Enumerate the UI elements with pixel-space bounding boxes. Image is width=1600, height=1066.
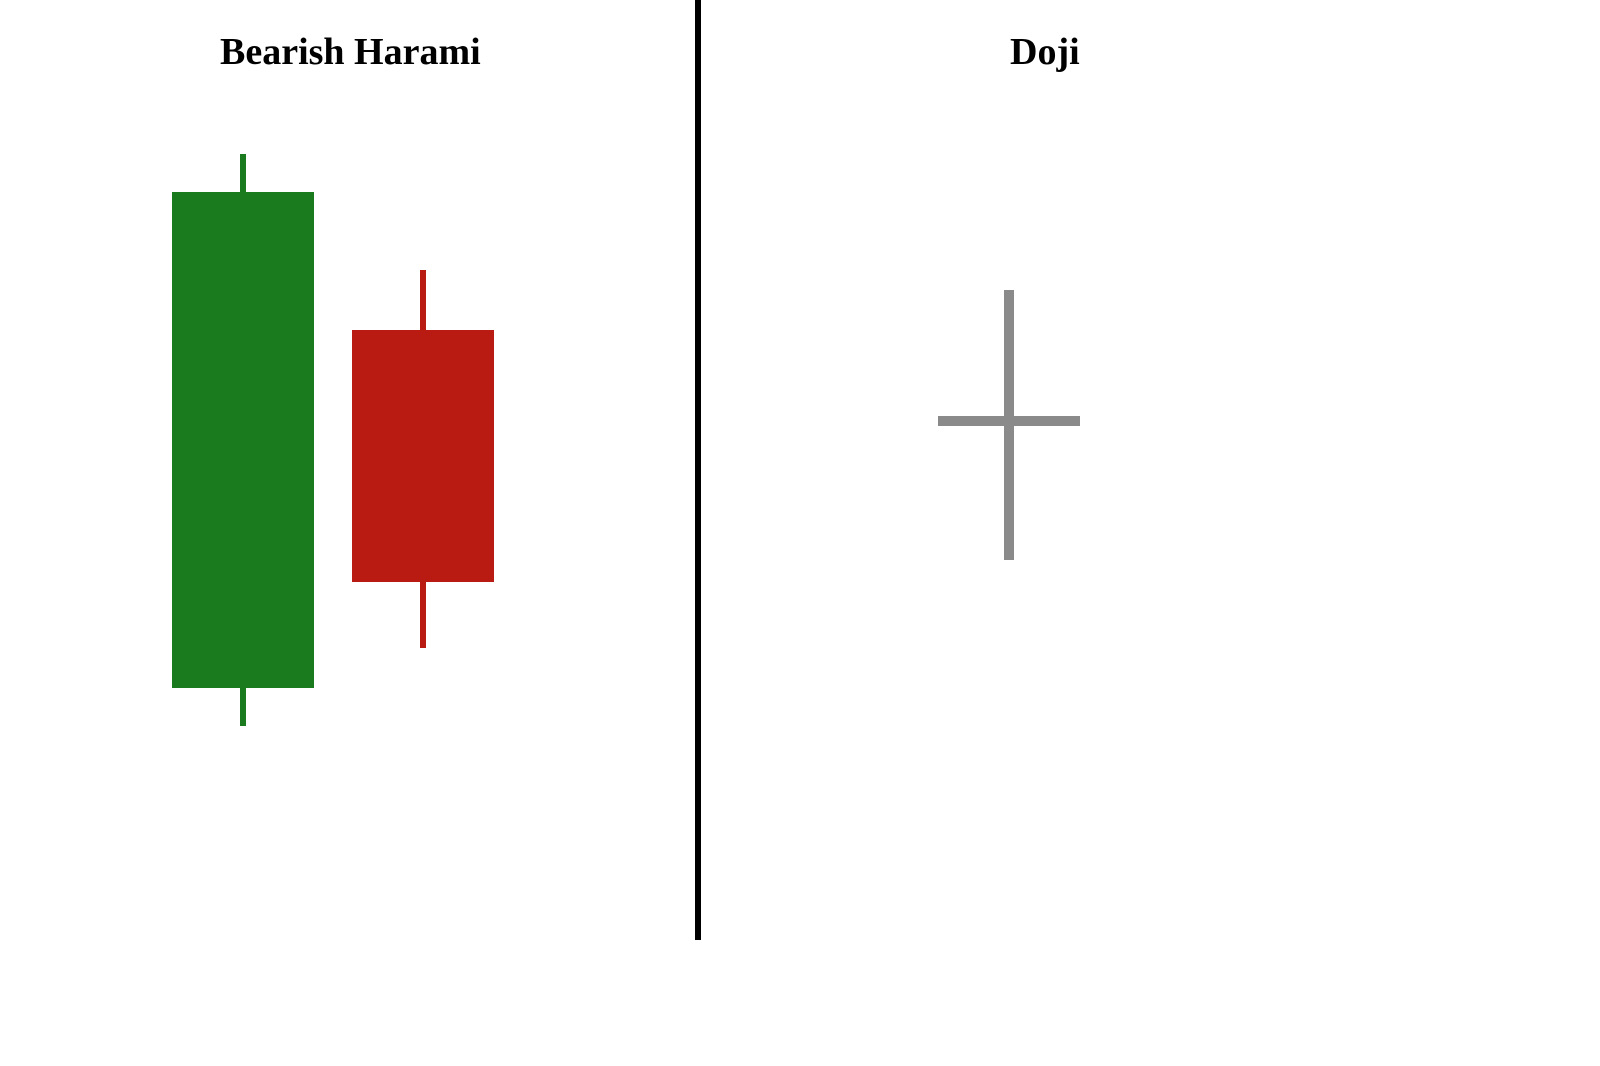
candle-bearish-body bbox=[352, 330, 494, 582]
candle-bullish-lower-wick bbox=[240, 688, 246, 726]
diagram-stage: Bearish Harami Doji bbox=[0, 0, 1600, 1066]
left-panel-title: Bearish Harami bbox=[220, 30, 481, 74]
candle-bullish-body bbox=[172, 192, 314, 688]
candle-bearish-upper-wick bbox=[420, 270, 426, 330]
right-panel-title: Doji bbox=[1010, 30, 1080, 74]
center-divider bbox=[695, 0, 701, 940]
candle-bearish-lower-wick bbox=[420, 582, 426, 648]
doji-horizontal-body bbox=[938, 416, 1080, 426]
candle-bullish-upper-wick bbox=[240, 154, 246, 192]
